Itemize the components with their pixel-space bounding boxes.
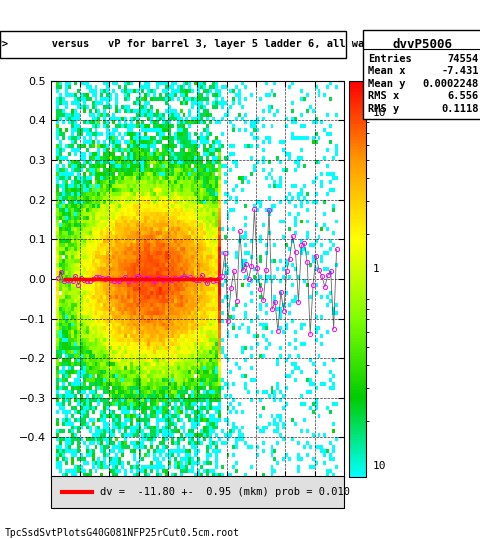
Text: 0.1118: 0.1118 — [440, 104, 478, 114]
Text: 74554: 74554 — [446, 54, 478, 64]
Text: 0.0002248: 0.0002248 — [421, 79, 478, 89]
Text: Mean x: Mean x — [367, 66, 405, 77]
Text: 6.556: 6.556 — [446, 91, 478, 101]
Text: -7.431: -7.431 — [440, 66, 478, 77]
Text: Entries: Entries — [367, 54, 411, 64]
Text: 1: 1 — [372, 265, 379, 274]
Text: TpcSsdSvtPlotsG40G081NFP25rCut0.5cm.root: TpcSsdSvtPlotsG40G081NFP25rCut0.5cm.root — [5, 528, 240, 538]
Text: RMS x: RMS x — [367, 91, 398, 101]
Text: dvvP5006: dvvP5006 — [391, 38, 451, 51]
Text: Mean y: Mean y — [367, 79, 405, 89]
FancyBboxPatch shape — [362, 30, 480, 119]
Text: RMS y: RMS y — [367, 104, 398, 114]
Text: 10: 10 — [372, 108, 385, 118]
Text: dv =  -11.80 +-  0.95 (mkm) prob = 0.010: dv = -11.80 +- 0.95 (mkm) prob = 0.010 — [100, 487, 349, 497]
FancyBboxPatch shape — [0, 31, 346, 58]
FancyBboxPatch shape — [50, 476, 343, 508]
Text: 10: 10 — [372, 461, 385, 471]
Text: <v - vP>       versus   vP for barrel 3, layer 5 ladder 6, all wafers: <v - vP> versus vP for barrel 3, layer 5… — [0, 39, 388, 49]
